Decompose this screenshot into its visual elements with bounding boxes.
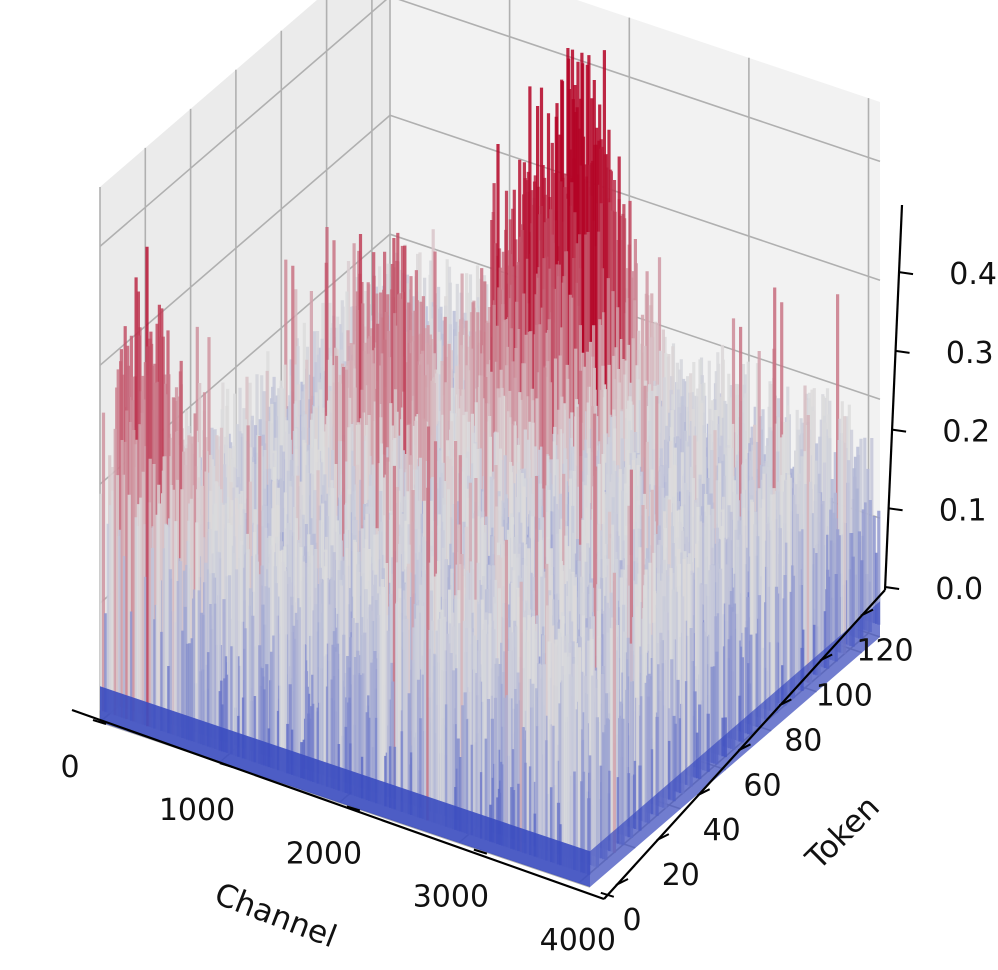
surface-plot-3d: 010002000300040000204060801001200.00.10.… — [0, 0, 998, 965]
